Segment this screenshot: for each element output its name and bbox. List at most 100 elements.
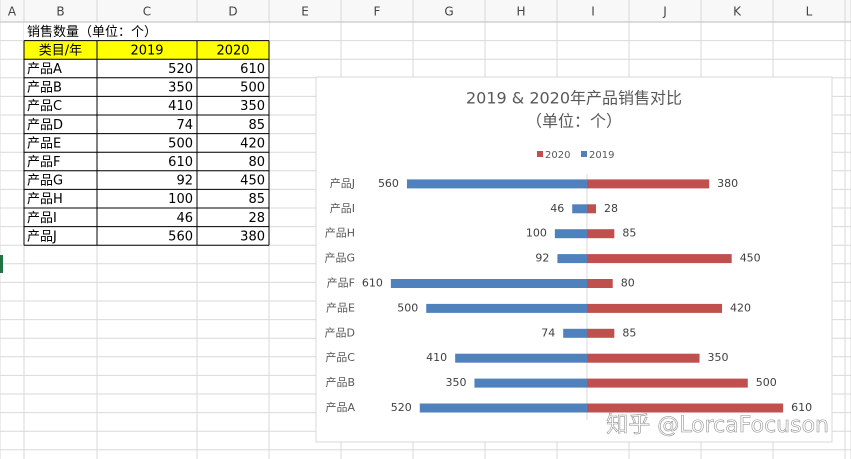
bar — [557, 254, 587, 264]
column-header-bar — [0, 0, 851, 22]
table-cell: 610 — [168, 155, 193, 170]
value-label: 85 — [622, 326, 636, 339]
bar — [390, 279, 587, 288]
value-label: 74 — [541, 326, 555, 339]
table-cell: 380 — [240, 229, 265, 244]
category-label: 产品G — [324, 251, 355, 265]
table-cell: 产品A — [27, 62, 62, 77]
bar — [563, 328, 587, 338]
bar — [587, 328, 615, 338]
table-cell: 产品G — [27, 174, 63, 189]
table-cell: 28 — [248, 211, 265, 226]
column-header: I — [591, 5, 595, 19]
value-label: 420 — [730, 301, 751, 314]
table-cell: 产品D — [27, 118, 63, 133]
column-header: E — [301, 5, 309, 19]
column-header: L — [806, 5, 813, 19]
category-label: 产品A — [325, 400, 355, 414]
category-label: 产品B — [325, 375, 355, 389]
table-cell: 产品E — [27, 136, 61, 151]
bar — [419, 403, 587, 413]
table-cell: 520 — [168, 62, 193, 77]
value-label: 380 — [717, 177, 738, 190]
column-header: G — [444, 5, 453, 19]
column-header: B — [56, 5, 64, 19]
value-label: 92 — [535, 252, 549, 265]
table-cell: 500 — [240, 81, 265, 96]
title-cell-bg — [24, 22, 269, 41]
bar — [587, 303, 723, 313]
category-label: 产品J — [330, 176, 355, 190]
value-label: 500 — [397, 301, 418, 314]
column-header: D — [228, 5, 237, 19]
column-header: C — [143, 5, 151, 19]
bar — [587, 378, 748, 388]
table-cell: 74 — [176, 118, 193, 133]
table-title: 销售数量（单位：个） — [27, 24, 157, 40]
value-label: 46 — [550, 202, 564, 215]
bar — [426, 303, 587, 313]
bar — [572, 204, 587, 214]
legend-swatch — [581, 151, 587, 157]
value-label: 560 — [378, 177, 399, 190]
header-fill — [24, 40, 269, 60]
table-cell: 500 — [168, 136, 193, 151]
active-row-marker — [0, 255, 3, 273]
table-cell: 450 — [240, 174, 265, 189]
table-cell: 100 — [168, 192, 193, 207]
value-label: 610 — [362, 277, 383, 290]
value-label: 450 — [740, 252, 761, 265]
category-label: 产品F — [327, 276, 355, 290]
value-label: 500 — [756, 376, 777, 389]
table-cell: 350 — [240, 99, 265, 114]
table-cell: 92 — [176, 174, 193, 189]
value-label: 28 — [604, 202, 618, 215]
chart-title: 2019 & 2020年产品销售对比 — [466, 89, 682, 108]
table-cell: 产品I — [27, 211, 57, 226]
table-cell: 80 — [248, 155, 265, 170]
value-label: 520 — [391, 401, 412, 414]
table-header: 2019 — [130, 43, 163, 58]
bar — [406, 179, 587, 189]
category-label: 产品E — [326, 300, 355, 314]
legend-label: 2019 — [589, 150, 614, 161]
category-label: 产品C — [325, 350, 355, 364]
bar — [587, 229, 615, 239]
table-cell: 350 — [168, 81, 193, 96]
table-cell: 560 — [168, 229, 193, 244]
legend-swatch — [537, 151, 543, 157]
value-label: 100 — [526, 227, 547, 240]
category-label: 产品H — [325, 226, 355, 240]
chart-subtitle: （单位：个） — [526, 112, 622, 131]
table-cell: 410 — [168, 99, 193, 114]
value-label: 410 — [426, 351, 447, 364]
value-label: 350 — [445, 376, 466, 389]
bar — [587, 179, 710, 189]
value-label: 85 — [622, 227, 636, 240]
category-label: 产品I — [330, 201, 355, 215]
column-header: F — [374, 5, 381, 19]
table-cell: 产品F — [27, 155, 60, 170]
column-header: A — [8, 5, 17, 19]
watermark: 知乎 @LorcaFocuson — [606, 413, 829, 438]
bar — [554, 229, 587, 239]
bar — [587, 403, 784, 413]
bar — [455, 353, 587, 363]
table-cell: 产品J — [27, 229, 57, 244]
bar — [587, 353, 700, 363]
column-header: K — [733, 5, 742, 19]
value-label: 80 — [621, 277, 635, 290]
bar — [474, 378, 587, 388]
legend-label: 2020 — [545, 150, 570, 161]
value-label: 610 — [791, 401, 812, 414]
column-header: H — [516, 5, 525, 19]
bar — [587, 204, 597, 214]
table-cell: 产品H — [27, 192, 63, 207]
table-header: 2020 — [216, 43, 249, 58]
column-header: J — [662, 5, 667, 19]
table-header: 类目/年 — [39, 43, 82, 58]
category-label: 产品D — [325, 325, 355, 339]
table-cell: 420 — [240, 136, 265, 151]
table-cell: 85 — [248, 192, 265, 207]
